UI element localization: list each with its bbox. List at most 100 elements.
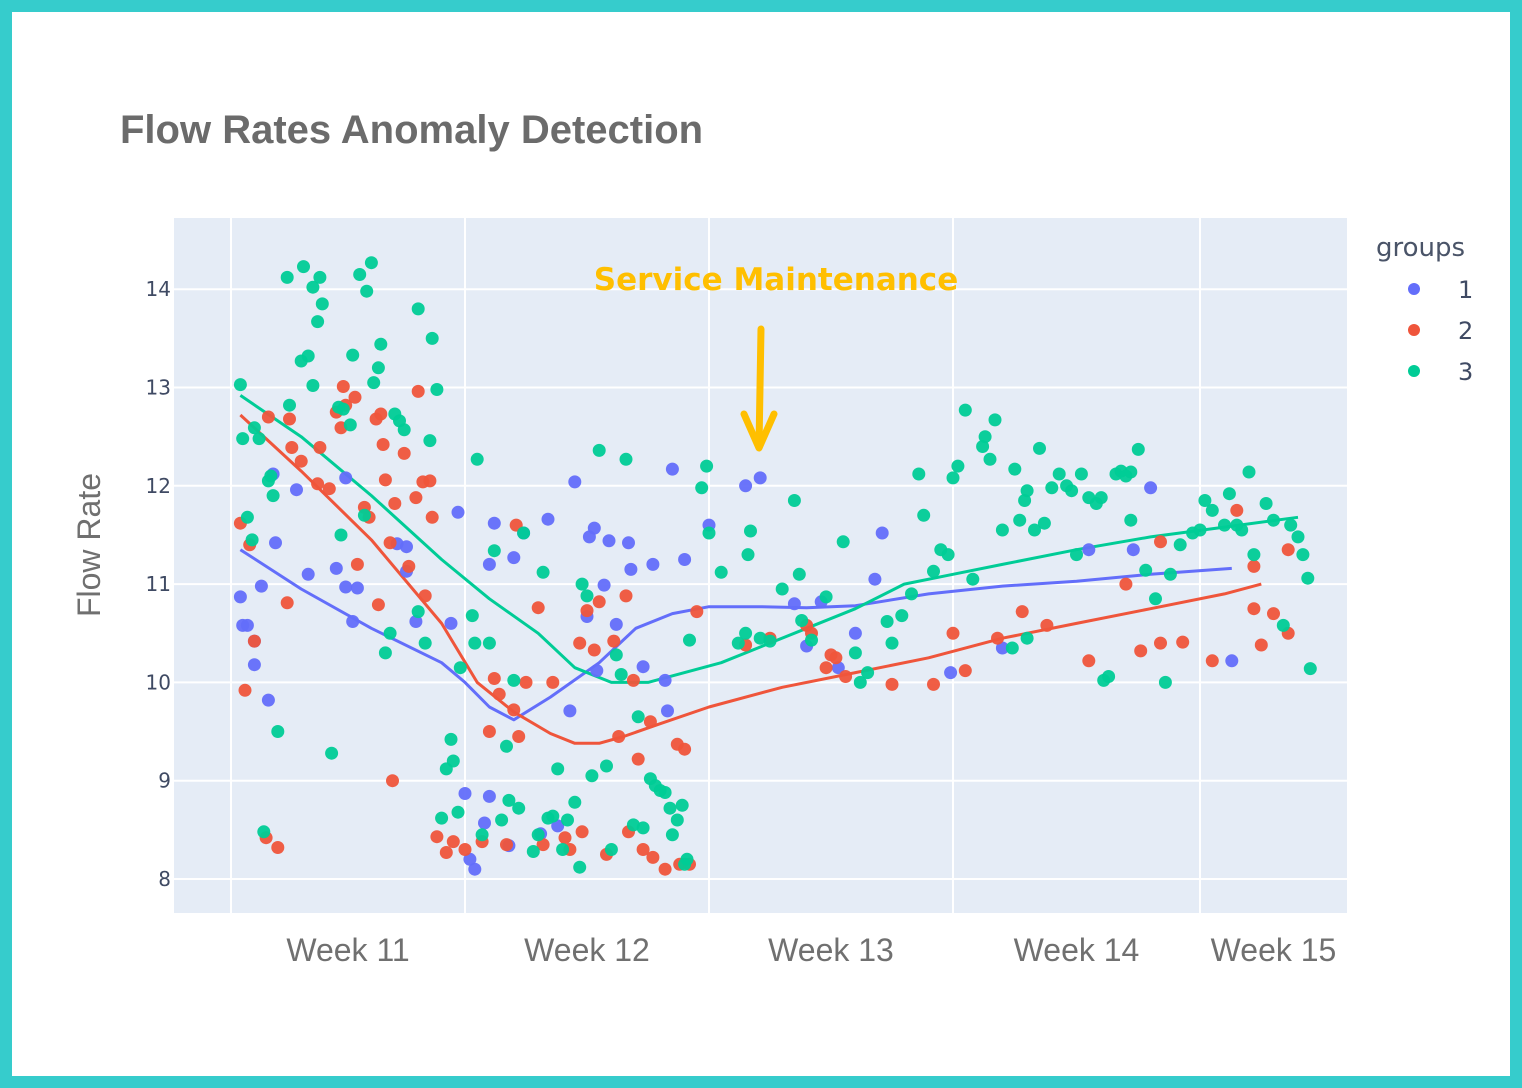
data-point-group-3[interactable] <box>531 828 545 842</box>
data-point-group-3[interactable] <box>306 280 320 294</box>
data-point-group-2[interactable] <box>1040 618 1054 632</box>
data-point-group-3[interactable] <box>297 260 310 274</box>
data-point-group-3[interactable] <box>325 746 339 760</box>
legend-item-1[interactable]: 1 <box>1408 276 1473 304</box>
data-point-group-3[interactable] <box>702 526 716 540</box>
data-point-group-2[interactable] <box>1247 602 1261 616</box>
data-point-group-1[interactable] <box>346 615 360 628</box>
data-point-group-3[interactable] <box>1124 513 1138 527</box>
data-point-group-3[interactable] <box>507 673 521 687</box>
data-point-group-3[interactable] <box>1018 494 1032 507</box>
data-point-group-3[interactable] <box>346 348 360 362</box>
data-point-group-2[interactable] <box>336 380 350 393</box>
data-point-group-1[interactable] <box>290 483 303 497</box>
data-point-group-3[interactable] <box>680 852 694 866</box>
data-point-group-3[interactable] <box>470 452 484 466</box>
data-point-group-3[interactable] <box>614 668 628 681</box>
data-point-group-2[interactable] <box>631 752 645 766</box>
data-point-group-3[interactable] <box>465 609 479 623</box>
data-point-group-1[interactable] <box>665 462 679 476</box>
data-point-group-2[interactable] <box>1082 654 1096 668</box>
data-point-group-3[interactable] <box>236 432 250 446</box>
data-point-group-1[interactable] <box>597 578 611 592</box>
data-point-group-2[interactable] <box>482 725 496 738</box>
data-point-group-3[interactable] <box>468 636 482 650</box>
data-point-group-1[interactable] <box>944 666 958 680</box>
data-point-group-3[interactable] <box>580 589 594 603</box>
data-point-group-3[interactable] <box>301 349 315 363</box>
data-point-group-3[interactable] <box>517 526 531 540</box>
data-point-group-3[interactable] <box>951 459 965 473</box>
data-point-group-1[interactable] <box>551 819 565 833</box>
data-point-group-3[interactable] <box>306 379 320 392</box>
data-point-group-1[interactable] <box>463 852 477 866</box>
data-point-group-3[interactable] <box>551 762 565 776</box>
data-point-group-3[interactable] <box>383 626 397 640</box>
data-point-group-1[interactable] <box>254 579 268 593</box>
data-point-group-1[interactable] <box>247 658 261 672</box>
data-point-group-3[interactable] <box>941 548 955 562</box>
data-point-group-3[interactable] <box>1037 516 1051 530</box>
data-point-group-2[interactable] <box>280 596 294 610</box>
data-point-group-3[interactable] <box>451 805 465 819</box>
data-point-group-1[interactable] <box>831 661 845 675</box>
data-point-group-3[interactable] <box>315 297 329 311</box>
data-point-group-1[interactable] <box>444 616 458 630</box>
data-point-group-1[interactable] <box>541 512 555 526</box>
data-point-group-1[interactable] <box>636 660 650 674</box>
data-point-group-1[interactable] <box>609 617 623 631</box>
data-point-group-2[interactable] <box>991 631 1004 645</box>
data-point-group-3[interactable] <box>1218 518 1231 532</box>
data-point-group-1[interactable] <box>875 526 889 540</box>
data-point-group-1[interactable] <box>478 816 491 830</box>
data-point-group-2[interactable] <box>536 838 550 852</box>
data-point-group-3[interactable] <box>744 524 757 538</box>
data-point-group-1[interactable] <box>468 862 482 876</box>
data-point-group-2[interactable] <box>261 410 275 424</box>
data-point-group-3[interactable] <box>360 284 374 298</box>
data-point-group-3[interactable] <box>988 413 1002 427</box>
data-point-group-3[interactable] <box>1247 548 1261 562</box>
data-point-group-2[interactable] <box>587 643 601 657</box>
data-point-group-3[interactable] <box>1267 513 1280 527</box>
data-point-group-3[interactable] <box>1242 465 1256 479</box>
data-point-group-3[interactable] <box>836 535 850 549</box>
data-point-group-3[interactable] <box>280 270 294 284</box>
data-point-group-3[interactable] <box>741 548 755 562</box>
data-point-group-3[interactable] <box>1005 641 1019 655</box>
data-point-group-3[interactable] <box>264 469 278 483</box>
data-point-group-2[interactable] <box>1154 636 1167 650</box>
data-point-group-1[interactable] <box>848 626 862 640</box>
data-point-group-3[interactable] <box>966 572 980 586</box>
data-point-group-3[interactable] <box>411 302 425 316</box>
data-point-group-1[interactable] <box>240 618 254 632</box>
data-point-group-3[interactable] <box>619 452 633 466</box>
data-point-group-3[interactable] <box>418 636 432 650</box>
data-point-group-1[interactable] <box>482 789 496 803</box>
data-point-group-3[interactable] <box>500 739 513 753</box>
data-point-group-3[interactable] <box>536 565 550 579</box>
data-point-group-3[interactable] <box>247 421 261 435</box>
data-point-group-2[interactable] <box>1176 635 1190 649</box>
data-point-group-2[interactable] <box>350 557 364 571</box>
data-point-group-1[interactable] <box>261 693 275 707</box>
data-point-group-3[interactable] <box>853 675 867 689</box>
data-point-group-3[interactable] <box>334 528 348 542</box>
legend-item-3[interactable]: 3 <box>1408 358 1473 386</box>
data-point-group-2[interactable] <box>507 703 521 717</box>
data-point-group-3[interactable] <box>1131 442 1145 456</box>
data-point-group-3[interactable] <box>573 860 587 874</box>
data-point-group-2[interactable] <box>607 634 621 648</box>
data-point-group-3[interactable] <box>1020 631 1034 645</box>
data-point-group-3[interactable] <box>1163 567 1177 581</box>
data-point-group-2[interactable] <box>383 536 397 550</box>
data-point-group-3[interactable] <box>245 533 259 547</box>
data-point-group-3[interactable] <box>805 633 818 647</box>
data-point-group-2[interactable] <box>636 843 650 856</box>
data-point-group-1[interactable] <box>590 664 604 678</box>
data-point-group-2[interactable] <box>927 677 940 691</box>
data-point-group-3[interactable] <box>787 494 801 507</box>
data-point-group-2[interactable] <box>376 438 390 451</box>
data-point-group-1[interactable] <box>329 561 343 575</box>
data-point-group-3[interactable] <box>482 636 496 650</box>
